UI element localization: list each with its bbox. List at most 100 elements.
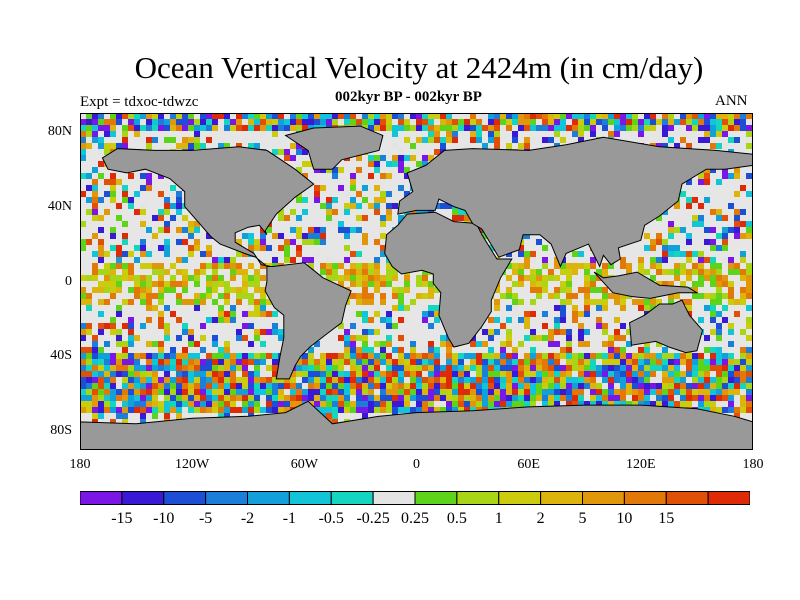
ocean-cell — [656, 371, 662, 377]
ocean-cell — [386, 287, 392, 293]
ocean-cell — [602, 341, 608, 347]
ocean-cell — [698, 293, 704, 299]
ocean-cell — [224, 347, 230, 353]
ocean-cell — [704, 221, 710, 227]
ocean-cell — [254, 329, 260, 335]
ocean-cell — [116, 173, 122, 179]
ocean-cell — [734, 209, 740, 215]
ocean-cell — [482, 365, 488, 371]
ocean-cell — [344, 269, 350, 275]
ocean-cell — [308, 209, 314, 215]
ocean-cell — [722, 341, 728, 347]
ocean-cell — [134, 203, 140, 209]
ocean-cell — [710, 125, 716, 131]
ocean-cell — [266, 251, 272, 257]
ocean-cell — [656, 125, 662, 131]
ocean-cell — [236, 317, 242, 323]
ocean-cell — [704, 365, 710, 371]
ocean-cell — [158, 221, 164, 227]
ocean-cell — [656, 227, 662, 233]
ocean-cell — [692, 143, 698, 149]
ocean-cell — [662, 281, 668, 287]
ocean-cell — [428, 299, 434, 305]
ocean-cell — [188, 131, 194, 137]
ocean-cell — [374, 245, 380, 251]
ocean-cell — [368, 293, 374, 299]
ocean-cell — [668, 257, 674, 263]
ocean-cell — [572, 359, 578, 365]
ocean-cell — [554, 275, 560, 281]
ocean-cell — [602, 125, 608, 131]
ocean-cell — [584, 311, 590, 317]
ocean-cell — [488, 329, 494, 335]
ocean-cell — [164, 137, 170, 143]
ocean-cell — [536, 251, 542, 257]
ocean-cell — [512, 341, 518, 347]
ocean-cell — [728, 305, 734, 311]
ocean-cell — [260, 245, 266, 251]
ocean-cell — [458, 131, 464, 137]
ocean-cell — [446, 137, 452, 143]
ocean-cell — [158, 215, 164, 221]
ocean-cell — [350, 239, 356, 245]
ocean-cell — [80, 233, 86, 239]
ocean-cell — [404, 125, 410, 131]
ocean-cell — [338, 257, 344, 263]
ocean-cell — [530, 119, 536, 125]
ocean-cell — [386, 227, 392, 233]
ocean-cell — [722, 245, 728, 251]
ocean-cell — [494, 125, 500, 131]
ocean-cell — [686, 257, 692, 263]
ocean-cell — [110, 311, 116, 317]
ocean-cell — [170, 365, 176, 371]
ocean-cell — [398, 341, 404, 347]
ocean-cell — [530, 299, 536, 305]
ocean-cell — [680, 251, 686, 257]
ocean-cell — [374, 371, 380, 377]
ocean-cell — [416, 275, 422, 281]
ocean-cell — [710, 281, 716, 287]
ocean-cell — [200, 251, 206, 257]
ocean-cell — [140, 371, 146, 377]
ocean-cell — [404, 329, 410, 335]
ocean-cell — [362, 119, 368, 125]
ocean-cell — [92, 257, 98, 263]
ocean-cell — [266, 119, 272, 125]
ocean-cell — [584, 347, 590, 353]
ocean-cell — [158, 185, 164, 191]
ocean-cell — [542, 299, 548, 305]
ocean-cell — [530, 311, 536, 317]
ocean-cell — [518, 311, 524, 317]
ocean-cell — [134, 233, 140, 239]
ocean-cell — [368, 347, 374, 353]
ocean-cell — [536, 311, 542, 317]
ocean-cell — [128, 371, 134, 377]
ocean-cell — [248, 323, 254, 329]
ocean-cell — [590, 113, 596, 119]
ocean-cell — [416, 113, 422, 119]
ocean-cell — [278, 221, 284, 227]
ocean-cell — [350, 167, 356, 173]
ocean-cell — [116, 305, 122, 311]
ocean-cell — [122, 221, 128, 227]
ocean-cell — [602, 293, 608, 299]
ocean-cell — [152, 335, 158, 341]
ocean-cell — [704, 347, 710, 353]
ocean-cell — [392, 269, 398, 275]
ocean-cell — [314, 197, 320, 203]
ocean-cell — [86, 203, 92, 209]
ocean-cell — [260, 251, 266, 257]
ocean-cell — [176, 215, 182, 221]
ocean-cell — [350, 323, 356, 329]
ocean-cell — [146, 365, 152, 371]
ocean-cell — [110, 131, 116, 137]
ocean-cell — [686, 125, 692, 131]
ocean-cell — [80, 365, 86, 371]
ocean-cell — [386, 137, 392, 143]
ocean-cell — [158, 371, 164, 377]
ocean-cell — [398, 329, 404, 335]
ocean-cell — [296, 359, 302, 365]
ocean-cell — [86, 347, 92, 353]
ocean-cell — [224, 131, 230, 137]
ocean-cell — [626, 131, 632, 137]
